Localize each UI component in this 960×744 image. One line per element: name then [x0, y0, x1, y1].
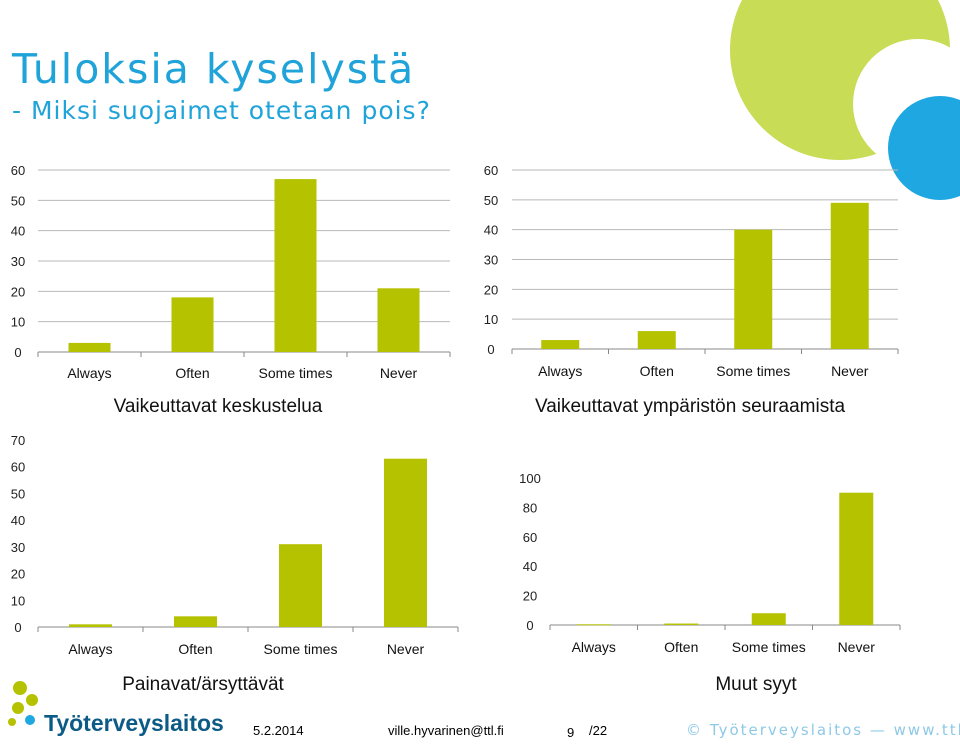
- bar-some-times: [751, 613, 786, 625]
- bar-always: [541, 340, 580, 349]
- bar-never: [830, 202, 869, 349]
- footer-page-total: /22: [589, 723, 608, 738]
- bar-some-times: [734, 229, 773, 349]
- y-tick-label: 50: [484, 193, 498, 208]
- y-tick-label: 60: [11, 460, 25, 475]
- y-tick-label: 100: [519, 471, 541, 486]
- y-tick-label: 60: [484, 163, 498, 178]
- chart-title: Vaikeuttavat keskustelua: [114, 396, 323, 417]
- x-tick-label: Never: [831, 363, 869, 379]
- y-tick-label: 30: [11, 254, 25, 269]
- slide-subtitle: - Miksi suojaimet otetaan pois?: [12, 96, 431, 125]
- y-tick-label: 20: [484, 282, 498, 297]
- x-tick-label: Always: [572, 639, 616, 655]
- y-tick-label: 40: [484, 223, 498, 238]
- chart-title: Vaikeuttavat ympäristön seuraamista: [535, 396, 846, 417]
- bar-always: [69, 624, 112, 627]
- x-tick-label: Some times: [732, 639, 806, 655]
- bar-never: [839, 492, 874, 625]
- chart-title: Muut syyt: [715, 674, 797, 695]
- y-tick-label: 10: [484, 312, 498, 327]
- x-tick-label: Never: [838, 639, 876, 655]
- x-tick-label: Often: [175, 365, 209, 381]
- y-tick-label: 0: [14, 620, 21, 635]
- footer-page-number: 9: [567, 725, 575, 740]
- y-tick-label: 80: [523, 500, 537, 515]
- bar-always: [576, 624, 611, 626]
- bar-often: [174, 616, 217, 627]
- x-tick-label: Some times: [716, 363, 790, 379]
- x-tick-label: Always: [68, 641, 112, 657]
- blue-circle: [888, 96, 960, 200]
- y-tick-label: 20: [11, 284, 25, 299]
- bar-always: [68, 342, 111, 352]
- x-tick-label: Never: [387, 641, 425, 657]
- y-tick-label: 20: [11, 567, 25, 582]
- y-tick-label: 10: [11, 593, 25, 608]
- y-tick-label: 30: [484, 253, 498, 268]
- bar-often: [664, 623, 699, 625]
- y-tick-label: 50: [11, 486, 25, 501]
- y-tick-label: 40: [523, 559, 537, 574]
- x-tick-label: Some times: [259, 365, 333, 381]
- bar-often: [637, 331, 676, 349]
- logo-text: Työterveyslaitos: [44, 710, 224, 736]
- y-tick-label: 10: [11, 315, 25, 330]
- y-tick-label: 40: [11, 513, 25, 528]
- x-tick-label: Always: [67, 365, 111, 381]
- footer-date: 5.2.2014: [253, 723, 304, 738]
- x-tick-label: Often: [664, 639, 698, 655]
- y-tick-label: 30: [11, 540, 25, 555]
- bar-some-times: [274, 179, 317, 352]
- y-tick-label: 60: [523, 530, 537, 545]
- x-tick-label: Never: [380, 365, 418, 381]
- y-tick-label: 70: [11, 433, 25, 448]
- footer-copyright: © Työterveyslaitos — www.ttl.fi: [686, 721, 960, 739]
- y-tick-label: 0: [526, 618, 533, 633]
- y-tick-label: 0: [14, 345, 21, 360]
- y-tick-label: 60: [11, 163, 25, 178]
- x-tick-label: Always: [538, 363, 582, 379]
- y-tick-label: 20: [523, 589, 537, 604]
- slide-title: Tuloksia kyselystä: [12, 45, 416, 93]
- footer-email: ville.hyvarinen@ttl.fi: [388, 723, 504, 738]
- y-tick-label: 40: [11, 224, 25, 239]
- x-tick-label: Often: [640, 363, 674, 379]
- bar-never: [377, 288, 420, 352]
- x-tick-label: Often: [178, 641, 212, 657]
- bar-some-times: [279, 544, 322, 627]
- bar-often: [171, 297, 214, 352]
- x-tick-label: Some times: [264, 641, 338, 657]
- y-tick-label: 50: [11, 193, 25, 208]
- chart-title: Painavat/ärsyttävät: [122, 674, 284, 695]
- bar-never: [384, 458, 427, 627]
- y-tick-label: 0: [487, 342, 494, 357]
